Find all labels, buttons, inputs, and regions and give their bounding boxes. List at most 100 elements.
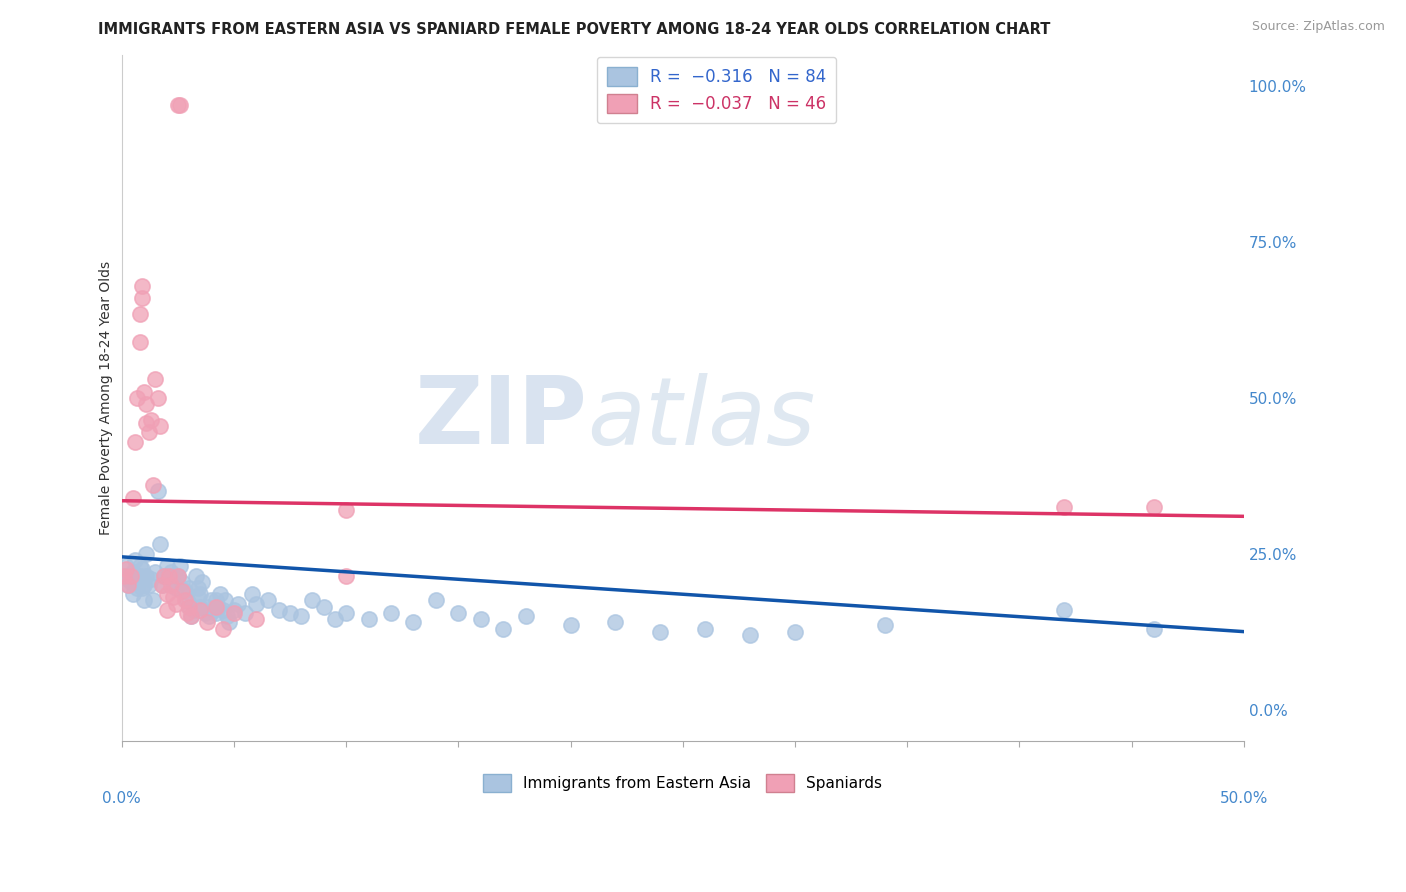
Point — [217, 609, 239, 624]
Point — [124, 568, 146, 582]
Point — [160, 566, 183, 580]
Point — [240, 587, 263, 601]
Text: Source: ZipAtlas.com: Source: ZipAtlas.com — [1251, 20, 1385, 33]
Point — [278, 606, 301, 620]
Point — [312, 599, 335, 614]
Point — [492, 622, 515, 636]
Point — [128, 568, 150, 582]
Point — [176, 606, 198, 620]
Text: IMMIGRANTS FROM EASTERN ASIA VS SPANIARD FEMALE POVERTY AMONG 18-24 YEAR OLDS CO: IMMIGRANTS FROM EASTERN ASIA VS SPANIARD… — [98, 22, 1050, 37]
Point — [139, 413, 162, 427]
Point — [155, 587, 177, 601]
Point — [560, 618, 582, 632]
Point — [335, 503, 357, 517]
Point — [180, 609, 202, 624]
Point — [139, 572, 162, 586]
Point — [173, 584, 195, 599]
Legend: R =  −0.316   N = 84, R =  −0.037   N = 46: R = −0.316 N = 84, R = −0.037 N = 46 — [596, 56, 837, 123]
Point — [138, 425, 160, 440]
Point — [166, 98, 188, 112]
Y-axis label: Female Poverty Among 18-24 Year Olds: Female Poverty Among 18-24 Year Olds — [100, 260, 114, 535]
Point — [172, 574, 194, 589]
Text: 50.0%: 50.0% — [1219, 790, 1268, 805]
Point — [195, 615, 218, 630]
Point — [222, 603, 245, 617]
Point — [120, 574, 142, 589]
Point — [120, 568, 142, 582]
Point — [128, 334, 150, 349]
Point — [153, 568, 176, 582]
Point — [202, 603, 225, 617]
Point — [169, 98, 191, 112]
Point — [873, 618, 896, 632]
Point — [122, 587, 145, 601]
Point — [134, 578, 156, 592]
Point — [214, 593, 236, 607]
Point — [135, 547, 157, 561]
Text: ZIP: ZIP — [415, 373, 588, 465]
Point — [135, 568, 157, 582]
Point — [142, 478, 165, 492]
Point — [128, 559, 150, 574]
Point — [128, 307, 150, 321]
Point — [127, 574, 149, 589]
Point — [228, 597, 250, 611]
Point — [335, 568, 357, 582]
Point — [183, 603, 205, 617]
Point — [117, 578, 139, 592]
Point — [256, 593, 278, 607]
Point — [738, 628, 761, 642]
Point — [447, 606, 470, 620]
Point — [117, 578, 139, 592]
Point — [188, 599, 211, 614]
Point — [117, 572, 139, 586]
Point — [188, 587, 211, 601]
Point — [470, 612, 492, 626]
Point — [124, 553, 146, 567]
Point — [194, 606, 217, 620]
Point — [184, 568, 207, 582]
Point — [290, 609, 312, 624]
Point — [205, 599, 228, 614]
Point — [177, 581, 200, 595]
Point — [188, 603, 211, 617]
Point — [143, 372, 166, 386]
Point — [695, 622, 717, 636]
Point — [425, 593, 447, 607]
Point — [207, 599, 229, 614]
Point — [267, 603, 290, 617]
Point — [131, 581, 153, 595]
Point — [200, 593, 222, 607]
Point — [150, 578, 173, 592]
Point — [149, 419, 172, 434]
Point — [1053, 603, 1076, 617]
Point — [191, 574, 214, 589]
Point — [160, 578, 183, 592]
Point — [134, 384, 156, 399]
Point — [112, 568, 135, 582]
Point — [195, 599, 218, 614]
Point — [142, 593, 165, 607]
Point — [127, 391, 149, 405]
Point — [177, 599, 200, 614]
Point — [209, 587, 232, 601]
Point — [218, 615, 240, 630]
Point — [166, 568, 188, 582]
Point — [153, 568, 176, 582]
Point — [380, 606, 402, 620]
Point — [127, 581, 149, 595]
Point — [1143, 622, 1166, 636]
Point — [115, 559, 138, 574]
Point — [143, 566, 166, 580]
Point — [1053, 500, 1076, 514]
Point — [112, 568, 135, 582]
Point — [157, 568, 180, 582]
Point — [149, 537, 172, 551]
Point — [222, 606, 245, 620]
Point — [122, 491, 145, 505]
Text: 0.0%: 0.0% — [103, 790, 141, 805]
Point — [162, 574, 184, 589]
Point — [211, 603, 233, 617]
Point — [650, 624, 672, 639]
Point — [211, 622, 233, 636]
